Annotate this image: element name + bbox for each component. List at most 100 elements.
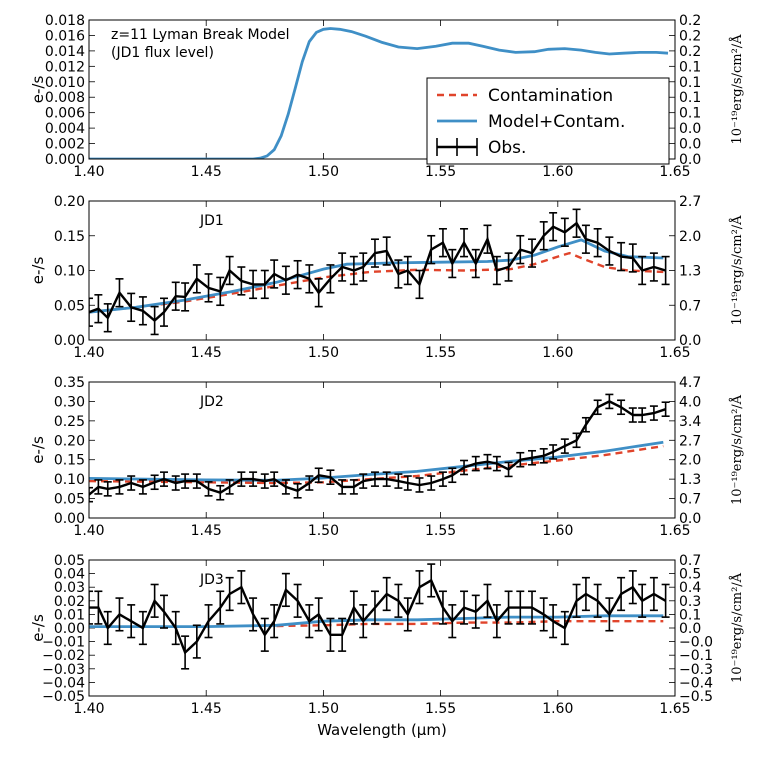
x-tick-label: 1.45 bbox=[191, 523, 222, 539]
y2-tick-label: 0.1 bbox=[679, 90, 701, 106]
model-line bbox=[89, 27, 669, 159]
y2-axis-label: 10⁻¹⁹erg/s/cm²/Å bbox=[729, 215, 745, 326]
y-tick-label: 0.01 bbox=[54, 607, 85, 623]
y2-tick-label: 0.2 bbox=[679, 44, 701, 60]
legend-label-observed: Obs. bbox=[488, 138, 526, 158]
y-tick-label: 0.014 bbox=[45, 44, 85, 60]
y2-tick-label: 0.0 bbox=[679, 137, 701, 153]
y-tick-label: 0.012 bbox=[45, 59, 85, 75]
x-axis-label: Wavelength (μm) bbox=[317, 721, 447, 739]
y-tick-label: −0.02 bbox=[42, 648, 85, 664]
panel-annotation: JD2 bbox=[199, 394, 224, 410]
plot-frame bbox=[88, 19, 676, 160]
y2-tick-label: −0.0 bbox=[679, 635, 713, 651]
x-tick-label: 1.40 bbox=[73, 523, 104, 539]
x-tick-label: 1.55 bbox=[425, 701, 456, 717]
y2-tick-label: 0.0 bbox=[679, 333, 701, 349]
y-tick-label: 0.002 bbox=[45, 137, 85, 153]
x-tick-label: 1.40 bbox=[73, 164, 104, 180]
y2-tick-label: 0.0 bbox=[679, 152, 701, 168]
y-tick-label: 0.10 bbox=[54, 472, 85, 488]
x-tick-label: 1.55 bbox=[425, 345, 456, 361]
model-line bbox=[89, 238, 664, 314]
x-tick-label: 1.60 bbox=[542, 701, 573, 717]
y-axis-label: e-/s bbox=[29, 76, 47, 104]
x-tick-label: 1.50 bbox=[308, 701, 339, 717]
y2-tick-label: 2.0 bbox=[679, 453, 701, 469]
y-tick-label: 0.04 bbox=[54, 567, 85, 583]
legend: Contamination Model+Contam. Obs. bbox=[426, 77, 670, 165]
y-tick-label: 0.10 bbox=[54, 264, 85, 280]
panel-annotation: z=11 Lyman Break Model bbox=[111, 27, 290, 43]
y-tick-label: 0.30 bbox=[54, 394, 85, 410]
y-tick-label: −0.03 bbox=[42, 662, 85, 678]
y2-axis-label: 10⁻¹⁹erg/s/cm²/Å bbox=[729, 34, 745, 145]
x-tick-label: 1.45 bbox=[191, 345, 222, 361]
y-tick-label: 0.05 bbox=[54, 492, 85, 508]
legend-label-model: Model+Contam. bbox=[488, 112, 625, 132]
y2-tick-label: 4.7 bbox=[679, 375, 701, 391]
y2-tick-label: 0.7 bbox=[679, 492, 701, 508]
x-tick-label: 1.65 bbox=[659, 164, 690, 180]
series-group bbox=[89, 208, 670, 336]
y2-tick-label: 0.1 bbox=[679, 106, 701, 122]
y-tick-label: −0.05 bbox=[42, 689, 85, 705]
panel-1: 1.40 1.45 1.50 1.55 1.60 1.650.0000.0020.0040… bbox=[29, 13, 745, 180]
y2-tick-label: 2.7 bbox=[679, 433, 701, 449]
y-tick-label: −0.04 bbox=[42, 675, 85, 691]
y-axis-label: e-/s bbox=[29, 436, 47, 464]
y2-axis-label: 10⁻¹⁹erg/s/cm²/Å bbox=[729, 394, 745, 505]
x-tick-label: 1.50 bbox=[308, 523, 339, 539]
y-tick-label: 0.05 bbox=[54, 298, 85, 314]
y-tick-label: 0.15 bbox=[54, 229, 85, 245]
panel-2: 1.40 1.45 1.50 1.55 1.60 1.65 0.00 0.05 0.10 0.15… bbox=[29, 194, 745, 361]
y2-tick-label: 1.3 bbox=[679, 264, 701, 280]
y-tick-label: 0.010 bbox=[45, 75, 85, 91]
y-tick-label: 0.15 bbox=[54, 453, 85, 469]
x-tick-label: 1.50 bbox=[308, 164, 339, 180]
y2-tick-label: 3.4 bbox=[679, 414, 701, 430]
plot-frame bbox=[88, 200, 676, 341]
panel-4: 1.40 1.45 1.50 1.55 1.60 1.65−0.05−0.04−0.03−… bbox=[29, 553, 745, 739]
y2-tick-label: 0.0 bbox=[679, 621, 701, 637]
contamination-line bbox=[276, 620, 664, 628]
y2-tick-label: 0.0 bbox=[679, 511, 701, 527]
y-tick-label: 0.35 bbox=[54, 375, 85, 391]
x-tick-label: 1.40 bbox=[73, 345, 104, 361]
y2-tick-label: 0.7 bbox=[679, 553, 701, 569]
y-tick-label: 0.02 bbox=[54, 594, 85, 610]
x-tick-label: 1.45 bbox=[191, 701, 222, 717]
panel-annotation: JD3 bbox=[199, 572, 224, 588]
y2-tick-label: 1.3 bbox=[679, 472, 701, 488]
y-tick-label: 0.00 bbox=[54, 621, 85, 637]
y-tick-label: 0.05 bbox=[54, 553, 85, 569]
y2-tick-label: 0.7 bbox=[679, 298, 701, 314]
y-axis-label: e-/s bbox=[29, 257, 47, 285]
series-group bbox=[89, 393, 670, 503]
y2-tick-label: 2.7 bbox=[679, 194, 701, 210]
y-tick-label: 0.00 bbox=[54, 511, 85, 527]
x-tick-label: 1.55 bbox=[425, 164, 456, 180]
y2-tick-label: 0.5 bbox=[679, 567, 701, 583]
panel-annotation: JD1 bbox=[199, 213, 224, 229]
y2-tick-label: −0.5 bbox=[679, 689, 713, 705]
legend-label-contamination: Contamination bbox=[488, 86, 613, 106]
y-tick-label: 0.03 bbox=[54, 580, 85, 596]
y2-tick-label: 0.4 bbox=[679, 580, 701, 596]
y2-tick-label: 0.1 bbox=[679, 607, 701, 623]
y-tick-label: 0.016 bbox=[45, 28, 85, 44]
y2-tick-label: 0.1 bbox=[679, 59, 701, 75]
y2-tick-label: 0.0 bbox=[679, 121, 701, 137]
y-tick-label: 0.018 bbox=[45, 13, 85, 29]
x-tick-label: 1.60 bbox=[542, 164, 573, 180]
y2-tick-label: 2.0 bbox=[679, 229, 701, 245]
y2-tick-label: −0.1 bbox=[679, 648, 713, 664]
y2-tick-label: 0.2 bbox=[679, 28, 701, 44]
y-tick-label: 0.20 bbox=[54, 433, 85, 449]
y-tick-label: 0.20 bbox=[54, 194, 85, 210]
y2-tick-label: 4.0 bbox=[679, 394, 701, 410]
y-tick-label: 0.008 bbox=[45, 90, 85, 106]
y-tick-label: −0.01 bbox=[42, 635, 85, 651]
y-axis-label: e-/s bbox=[29, 614, 47, 642]
y-tick-label: 0.00 bbox=[54, 333, 85, 349]
